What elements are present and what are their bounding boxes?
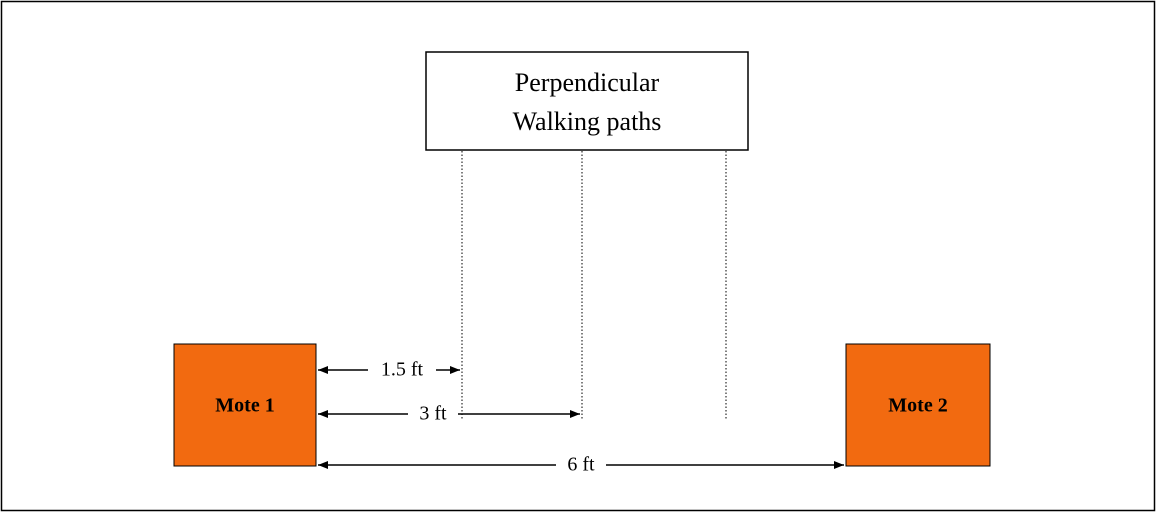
mote-label: Mote 1: [215, 395, 274, 417]
title-box: Perpendicular Walking paths: [425, 51, 749, 151]
title-line: Walking paths: [513, 107, 662, 136]
mote-box: [845, 343, 991, 467]
walking-paths: [461, 151, 727, 420]
label-bg: [368, 358, 436, 382]
title-line: Perpendicular: [515, 68, 660, 97]
title-box-border: [425, 51, 749, 151]
dimension-label: 3 ft: [419, 403, 447, 425]
label-bg: [556, 453, 606, 477]
label-bg: [408, 402, 458, 426]
mote-label: Mote 2: [888, 395, 947, 417]
mote-box: [173, 343, 317, 467]
dimension-label: 1.5 ft: [381, 359, 424, 381]
dimension-label: 6 ft: [567, 454, 595, 476]
